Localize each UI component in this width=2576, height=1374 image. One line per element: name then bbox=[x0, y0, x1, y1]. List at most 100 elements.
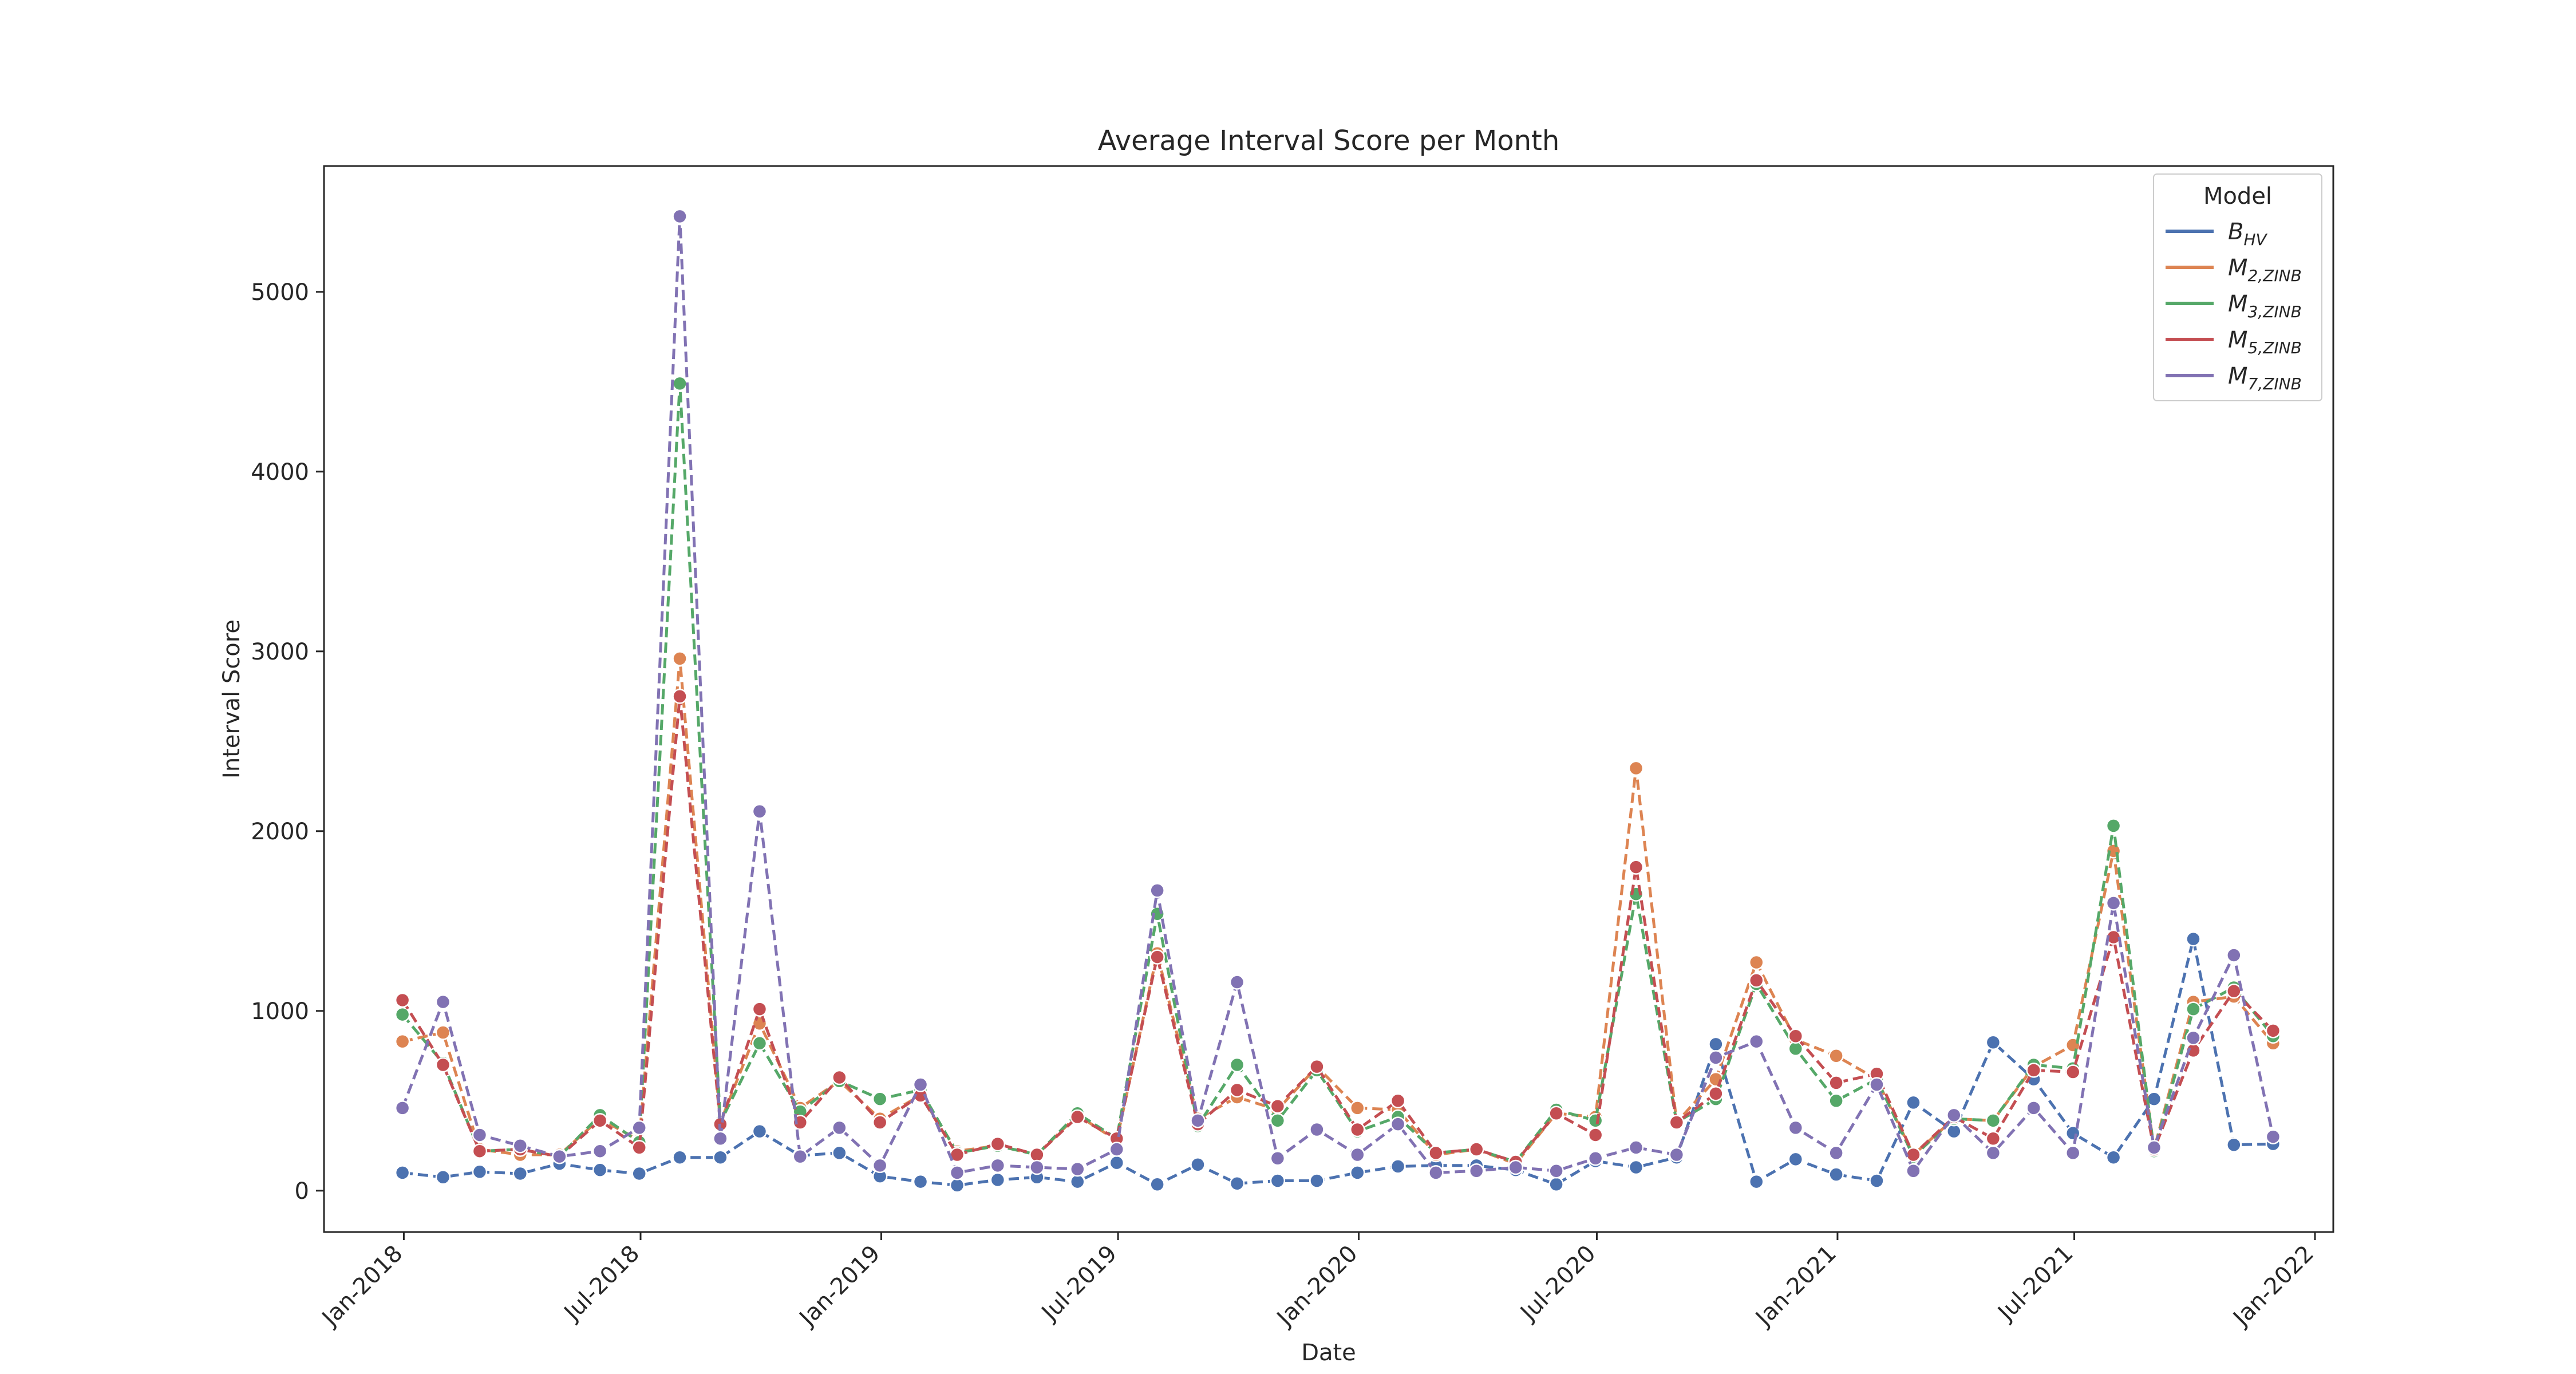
data-point bbox=[1985, 1131, 2001, 1146]
data-point bbox=[1748, 1174, 1764, 1190]
data-point bbox=[1628, 1140, 1644, 1155]
data-point bbox=[394, 1033, 410, 1049]
data-point bbox=[435, 1169, 451, 1185]
data-point bbox=[1748, 954, 1764, 970]
data-point bbox=[1587, 1151, 1603, 1166]
data-point bbox=[1906, 1163, 1921, 1179]
data-point bbox=[1869, 1077, 1884, 1092]
data-point bbox=[2186, 931, 2201, 947]
data-point bbox=[1309, 1122, 1325, 1138]
data-point bbox=[1548, 1163, 1564, 1179]
data-point bbox=[990, 1172, 1006, 1188]
legend-title: Model bbox=[2203, 183, 2272, 210]
data-point bbox=[752, 803, 768, 819]
data-point bbox=[1828, 1075, 1844, 1091]
data-point bbox=[792, 1148, 808, 1164]
data-point bbox=[1190, 1113, 1206, 1128]
data-point bbox=[2226, 1137, 2242, 1152]
data-point bbox=[1669, 1147, 1685, 1163]
data-point bbox=[1708, 1050, 1724, 1065]
data-point bbox=[990, 1158, 1006, 1174]
data-point bbox=[1350, 1100, 1365, 1116]
data-point bbox=[1070, 1161, 1085, 1177]
data-point bbox=[2105, 1150, 2121, 1165]
data-point bbox=[2065, 1145, 2081, 1161]
data-point bbox=[872, 1158, 888, 1174]
data-point bbox=[1390, 1159, 1406, 1174]
data-point bbox=[1946, 1107, 1962, 1123]
data-point bbox=[472, 1143, 488, 1159]
data-point bbox=[1428, 1165, 1444, 1180]
chart-title: Average Interval Score per Month bbox=[1098, 125, 1560, 157]
data-point bbox=[631, 1166, 647, 1182]
y-axis: 0 1000 2000 3000 4000 5000 bbox=[251, 279, 324, 1205]
y-tick-label: 2000 bbox=[251, 819, 309, 845]
data-point bbox=[1985, 1113, 2001, 1128]
data-point bbox=[1350, 1122, 1365, 1138]
data-point bbox=[1270, 1173, 1286, 1189]
y-tick-label: 0 bbox=[295, 1178, 309, 1205]
data-point bbox=[1869, 1173, 1884, 1189]
data-point bbox=[1906, 1147, 1921, 1163]
data-point bbox=[1149, 1176, 1165, 1193]
data-point bbox=[512, 1138, 528, 1154]
data-point bbox=[1628, 859, 1644, 875]
data-point bbox=[1748, 1033, 1764, 1049]
data-point bbox=[1229, 1057, 1245, 1073]
data-point bbox=[2146, 1140, 2162, 1155]
data-point bbox=[1628, 1159, 1644, 1175]
data-point bbox=[394, 1165, 410, 1180]
data-point bbox=[2226, 983, 2242, 999]
data-point bbox=[2105, 895, 2121, 911]
series-layer bbox=[394, 208, 2281, 1193]
data-point bbox=[1309, 1059, 1325, 1075]
data-point bbox=[1468, 1163, 1484, 1179]
data-point bbox=[1350, 1165, 1365, 1180]
data-point bbox=[394, 992, 410, 1008]
data-point bbox=[472, 1127, 488, 1143]
data-point bbox=[713, 1150, 728, 1165]
data-point bbox=[672, 651, 688, 666]
data-point bbox=[752, 1001, 768, 1017]
data-point bbox=[512, 1166, 528, 1182]
data-point bbox=[1548, 1105, 1564, 1122]
data-point bbox=[1270, 1151, 1286, 1166]
data-point bbox=[1309, 1173, 1325, 1189]
data-point bbox=[1229, 974, 1245, 990]
data-point bbox=[1628, 760, 1644, 776]
data-point bbox=[672, 208, 688, 224]
data-point bbox=[1070, 1174, 1085, 1190]
data-point bbox=[1708, 1036, 1724, 1052]
data-point bbox=[592, 1113, 608, 1128]
y-tick-label: 5000 bbox=[251, 279, 309, 306]
data-point bbox=[672, 1150, 688, 1165]
data-point bbox=[990, 1136, 1006, 1152]
data-point bbox=[435, 994, 451, 1010]
data-point bbox=[672, 689, 688, 704]
data-point bbox=[1906, 1095, 1921, 1111]
data-point bbox=[832, 1145, 847, 1161]
data-point bbox=[1708, 1085, 1724, 1101]
data-point bbox=[912, 1077, 929, 1092]
data-point bbox=[912, 1174, 929, 1190]
y-tick-label: 1000 bbox=[251, 998, 309, 1025]
data-point bbox=[1070, 1109, 1085, 1125]
data-point bbox=[394, 1100, 410, 1116]
data-point bbox=[1587, 1113, 1603, 1128]
data-point bbox=[2186, 1030, 2201, 1046]
data-point bbox=[631, 1120, 647, 1136]
x-axis-label: Date bbox=[1301, 1340, 1356, 1366]
data-point bbox=[2186, 1001, 2201, 1017]
data-point bbox=[2265, 1023, 2281, 1039]
data-point bbox=[949, 1178, 965, 1193]
data-point bbox=[2026, 1100, 2041, 1116]
data-point bbox=[752, 1036, 768, 1051]
data-point bbox=[1109, 1142, 1125, 1157]
data-point bbox=[1669, 1115, 1685, 1130]
data-point bbox=[1748, 973, 1764, 988]
data-point bbox=[1985, 1145, 2001, 1161]
data-point bbox=[1985, 1035, 2001, 1050]
data-point bbox=[1788, 1151, 1804, 1167]
